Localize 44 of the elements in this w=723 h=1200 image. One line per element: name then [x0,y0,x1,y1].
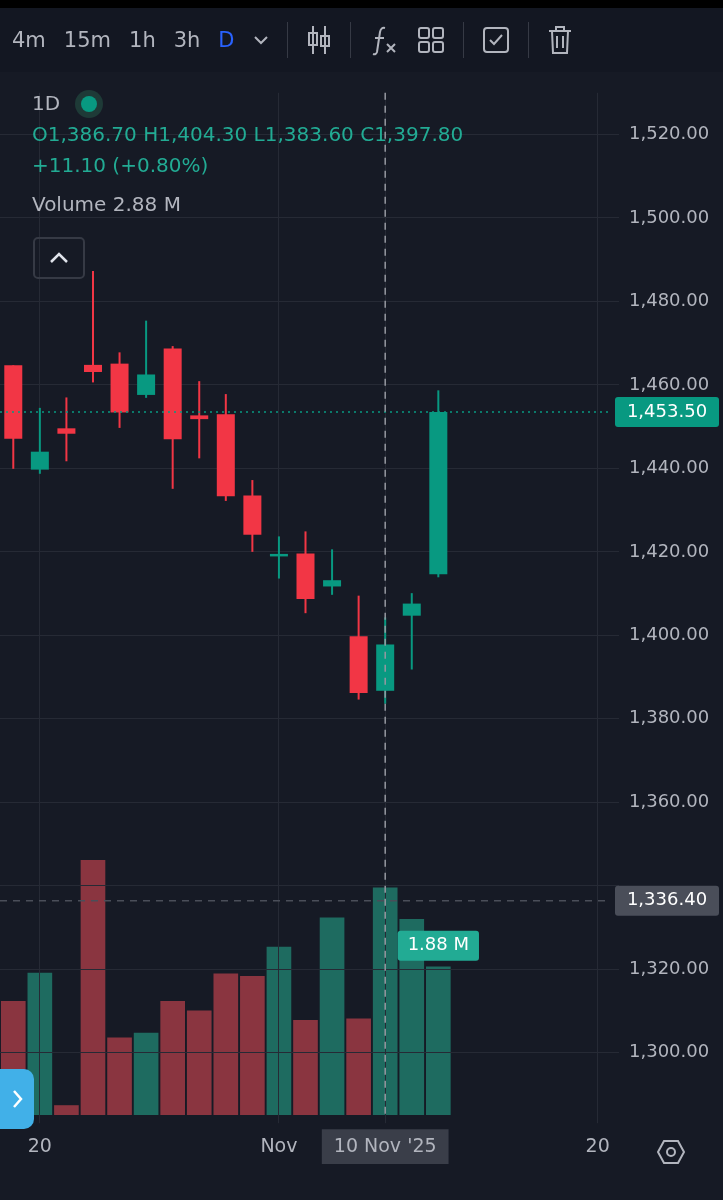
annotation: +11.10 (+0.80%) [32,152,210,179]
x-tick-label: 10 Nov '25 [333,1133,437,1156]
text: 3h [173,28,201,52]
chart-title: 1D [32,90,61,117]
bar [346,1018,371,1116]
bar [133,1032,159,1116]
text: 15m [63,28,112,52]
bar [160,1001,185,1116]
bar [426,966,451,1116]
y-tick-label: 1,360.00 [629,789,710,811]
bar [54,1105,79,1116]
y-tick-label: 1,440.00 [629,456,710,478]
data-label: 1.88 M [407,933,469,955]
annotation: O1,386.70 H1,404.30 L1,383.60 C1,397.80 [32,121,464,148]
candlestick [402,592,421,671]
y-tick-label: 1,500.00 [629,205,710,227]
text: D [218,28,235,52]
bar [80,860,106,1116]
text: 1h [129,28,156,52]
bar [293,1020,318,1116]
x-tick-label: Nov [260,1133,298,1156]
ref-line-label: 1,336.40 [626,888,708,910]
candlestick [137,319,156,399]
annotation: Volume 2.88 M [32,191,182,218]
candlestick [57,396,76,463]
y-tick-label: 1,420.00 [629,539,710,561]
ref-line-label: 1,453.50 [626,399,708,421]
y-tick-label: 1,480.00 [629,289,710,311]
candlestick [83,269,102,384]
bar [107,1037,132,1116]
x-tick-label: 20 [27,1133,52,1156]
bar [266,946,292,1116]
bar [319,917,345,1116]
y-tick-label: 1,460.00 [629,372,710,394]
candlestick [323,548,342,596]
y-tick-label: 1,400.00 [629,622,710,644]
candlestick [190,380,209,460]
x-tick-label: 20 [585,1133,610,1156]
y-tick-label: 1,520.00 [629,122,710,144]
y-tick-label: 1,380.00 [629,706,710,728]
y-tick-label: 1,320.00 [629,956,710,978]
bar [240,976,265,1116]
y-tick-label: 1,300.00 [629,1040,710,1062]
text: 4m [12,28,46,52]
